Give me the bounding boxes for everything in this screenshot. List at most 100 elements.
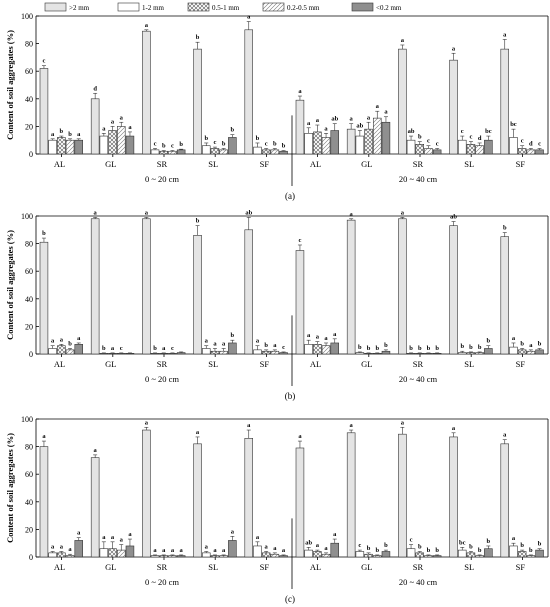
bar — [65, 349, 75, 355]
bar — [90, 98, 100, 155]
bar — [228, 342, 237, 355]
bar — [210, 350, 220, 355]
significance-letter: d — [529, 140, 533, 147]
category-label: AL — [54, 359, 65, 369]
significance-letter: b — [538, 541, 542, 548]
bar — [219, 555, 228, 558]
significance-letter: a — [256, 338, 260, 345]
significance-letter: ab — [245, 209, 252, 216]
depth-label: 0 ~ 20 cm — [145, 174, 179, 184]
significance-letter: b — [162, 143, 166, 150]
bar — [74, 540, 84, 558]
significance-letter: a — [273, 545, 277, 552]
significance-letter: a — [180, 547, 184, 554]
significance-letter: a — [265, 543, 269, 550]
bar — [202, 348, 211, 355]
bar — [475, 352, 484, 355]
bar — [193, 235, 202, 355]
significance-letter: a — [205, 338, 209, 345]
significance-letter: a — [324, 125, 328, 132]
y-tick-label: 100 — [21, 212, 33, 221]
bar — [457, 549, 467, 558]
significance-letter: c — [521, 138, 524, 145]
significance-letter: a — [350, 211, 354, 218]
significance-letter: c — [358, 542, 361, 549]
significance-letter: b — [264, 342, 268, 349]
significance-letter: a — [367, 114, 371, 121]
category-label: SF — [516, 359, 526, 369]
significance-letter: a — [162, 345, 166, 352]
significance-letter: b — [418, 345, 422, 352]
significance-letter: b — [358, 344, 362, 351]
significance-letter: b — [469, 344, 473, 351]
significance-letter: a — [503, 31, 507, 38]
bar — [406, 353, 416, 355]
bar — [415, 552, 424, 558]
depth-label: 20 ~ 40 cm — [399, 174, 438, 184]
significance-letter: a — [51, 543, 55, 550]
bar — [330, 130, 339, 155]
significance-letter: a — [316, 334, 320, 341]
bar — [509, 346, 518, 355]
bar — [372, 117, 382, 155]
category-label: SF — [260, 159, 270, 169]
bar — [261, 350, 271, 355]
chart-panels: 0 20 40 60 80 100 Content of soil aggregates (… — [5, 12, 549, 604]
bar — [449, 436, 458, 558]
bar — [355, 135, 365, 155]
significance-letter: b — [231, 127, 235, 134]
bar — [355, 551, 365, 558]
significance-letter: a — [503, 432, 507, 439]
bar — [500, 443, 509, 558]
significance-letter: b — [68, 131, 72, 138]
bar — [279, 150, 288, 155]
category-label: AL — [310, 562, 321, 572]
bar — [176, 555, 186, 558]
bar — [466, 144, 476, 155]
significance-letter: a — [298, 88, 302, 95]
significance-letter: a — [231, 528, 235, 535]
bar — [398, 218, 407, 355]
category-label: SR — [157, 359, 168, 369]
significance-letter: ab — [356, 123, 363, 130]
significance-letter: b — [487, 338, 491, 345]
bar — [244, 29, 254, 155]
depth-label: 20 ~ 40 cm — [399, 374, 438, 384]
bar — [484, 548, 493, 558]
significance-letter: a — [77, 530, 81, 537]
y-tick-label: 0 — [29, 553, 33, 562]
y-tick-label: 20 — [25, 322, 33, 331]
category-label: SR — [157, 562, 168, 572]
bar — [142, 218, 151, 355]
bar — [108, 130, 117, 155]
significance-letter: b — [478, 344, 482, 351]
significance-letter: c — [120, 345, 123, 352]
significance-letter: b — [282, 143, 286, 150]
panel-label: (c) — [285, 594, 295, 604]
significance-letter: a — [111, 534, 115, 541]
panel-label: (b) — [285, 391, 296, 401]
bar — [466, 352, 476, 355]
significance-letter: b — [375, 345, 379, 352]
significance-letter: ab — [331, 116, 338, 123]
category-label: SR — [413, 562, 424, 572]
significance-letter: a — [111, 345, 115, 352]
significance-letter: b — [196, 218, 200, 225]
category-label: GL — [361, 359, 372, 369]
depth-label: 20 ~ 40 cm — [399, 577, 438, 587]
significance-letter: b — [102, 345, 106, 352]
bar — [65, 139, 75, 155]
significance-letter: a — [350, 422, 354, 429]
significance-letter: a — [68, 546, 72, 553]
significance-letter: b — [469, 543, 473, 550]
significance-letter: ab — [305, 539, 312, 546]
legend-swatch — [187, 2, 210, 12]
significance-letter: a — [222, 547, 226, 554]
significance-letter: a — [307, 332, 311, 339]
significance-letter: a — [452, 425, 456, 432]
significance-letter: a — [205, 543, 209, 550]
bar — [424, 148, 433, 155]
legend-label: <0.2 mm — [376, 4, 402, 12]
category-label: SF — [260, 562, 270, 572]
